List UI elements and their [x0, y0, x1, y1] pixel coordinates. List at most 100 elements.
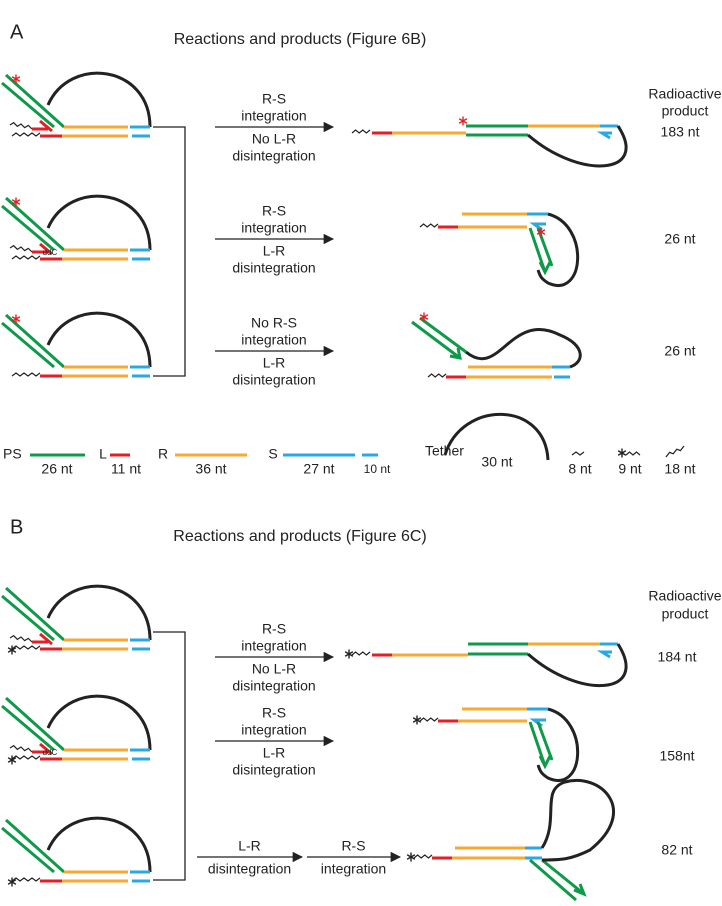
product-header: product [662, 103, 709, 119]
strand [4, 586, 66, 642]
step-label: integration [241, 220, 306, 236]
product-a3 [411, 316, 582, 379]
legend-length: 18 nt [664, 461, 695, 477]
tag-linker [11, 372, 41, 377]
strand [4, 818, 66, 874]
tag-linker [625, 451, 641, 456]
product-size: 184 nt [658, 649, 697, 665]
step-label: integration [241, 722, 306, 738]
tag-linker [9, 244, 33, 253]
step-label: disintegration [232, 148, 315, 164]
step-label: R-S [262, 621, 286, 637]
step-label: disintegration [208, 861, 291, 877]
product-size: 183 nt [661, 124, 700, 140]
label-star [406, 854, 416, 860]
product-size: 82 nt [661, 842, 692, 858]
label-star [617, 450, 627, 456]
tag-linker [11, 132, 41, 137]
strand [4, 313, 66, 369]
step-label: L-R [263, 355, 286, 371]
label-star [7, 647, 17, 653]
strand [4, 696, 66, 752]
step-label: R-S [262, 705, 286, 721]
tether [46, 584, 152, 641]
strand [4, 196, 66, 252]
strand [1, 81, 55, 129]
tag-linker [665, 445, 685, 458]
product-b2 [438, 707, 580, 782]
tether [46, 694, 152, 751]
tag-linker [413, 854, 433, 859]
product-header: Radioactive [648, 86, 721, 102]
tether [46, 816, 152, 873]
panel-label: A [10, 21, 24, 43]
tether [46, 71, 152, 128]
strand [39, 119, 53, 133]
step-label: disintegration [232, 762, 315, 778]
tag-linker [419, 223, 439, 228]
strand [1, 321, 55, 369]
label-star [11, 76, 21, 82]
legend-length: 10 nt [364, 462, 391, 476]
legend-name: R [158, 446, 168, 462]
product-size: 158nt [659, 748, 694, 764]
step-label: R-S [341, 838, 365, 854]
strand [1, 704, 55, 752]
step-label: R-S [262, 203, 286, 219]
legend-length: 9 nt [618, 461, 641, 477]
strand [1, 204, 55, 252]
tag-linker [11, 877, 41, 882]
strand [39, 632, 53, 646]
label-star [419, 314, 429, 320]
legend-name: S [268, 446, 277, 462]
strand [39, 242, 53, 256]
ddc-label: ddC [43, 748, 58, 757]
label-star [536, 229, 546, 235]
step-label: disintegration [232, 372, 315, 388]
strand [4, 73, 66, 129]
label-star [344, 651, 354, 657]
label-star [458, 118, 468, 124]
legend-name: PS [3, 446, 22, 462]
strand [1, 594, 55, 642]
tag-linker [9, 634, 33, 643]
product-b3 [432, 779, 615, 902]
tether [46, 311, 152, 368]
label-star [412, 717, 422, 723]
product-size: 26 nt [664, 231, 695, 247]
tag-linker [419, 717, 439, 722]
bracket [153, 631, 186, 881]
label-star [11, 316, 21, 322]
legend-mark [443, 412, 550, 461]
legend-length: 27 nt [303, 461, 334, 477]
product-a2 [438, 212, 580, 287]
step-label: L-R [238, 838, 261, 854]
product-b1 [372, 642, 628, 688]
panel-title: Reactions and products (Figure 6C) [173, 528, 426, 545]
legend-name: L [99, 446, 107, 462]
tag-linker [571, 451, 585, 456]
tag-linker [427, 373, 447, 378]
step-label: No L-R [252, 661, 296, 677]
ddc-label: ddC [43, 248, 58, 257]
legend-length: 36 nt [195, 461, 226, 477]
product-header: Radioactive [648, 588, 721, 604]
tag-linker [9, 121, 33, 130]
product-header: product [662, 606, 709, 622]
step-label: No R-S [251, 315, 297, 331]
step-label: integration [241, 638, 306, 654]
step-label: R-S [262, 91, 286, 107]
step-label: L-R [263, 745, 286, 761]
strand [1, 826, 55, 874]
legend-length: 26 nt [41, 461, 72, 477]
tether [46, 194, 152, 251]
tag-linker [11, 755, 41, 760]
legend-name: Tether [425, 443, 464, 459]
label-star [7, 879, 17, 885]
step-label: integration [241, 332, 306, 348]
step-label: disintegration [232, 260, 315, 276]
tag-linker [9, 744, 33, 753]
tag-linker [11, 645, 41, 650]
product-a1 [372, 124, 628, 168]
